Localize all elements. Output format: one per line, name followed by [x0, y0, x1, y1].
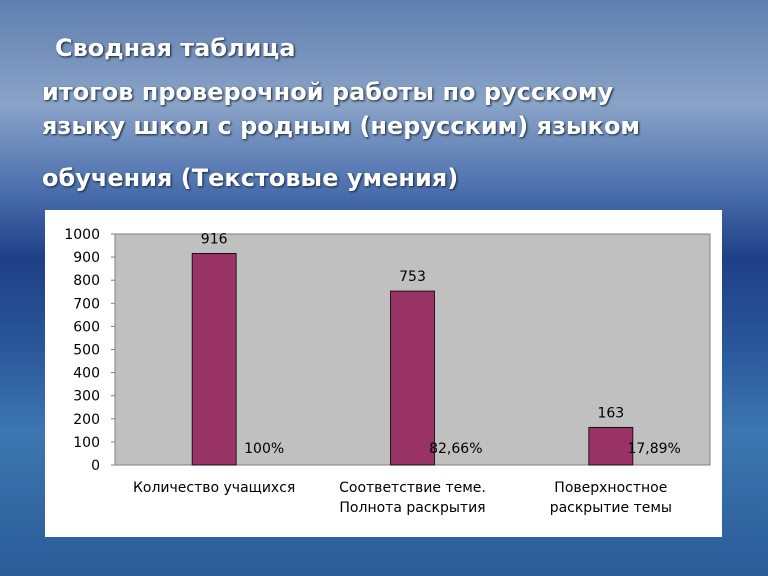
- y-tick-label: 1000: [64, 227, 100, 243]
- x-tick-label-box: Соответствие теме. Полнота раскрытия: [339, 480, 486, 516]
- annotation: 82,66%: [429, 441, 482, 457]
- data-label: 753: [399, 269, 426, 285]
- annotation: 17,89%: [627, 441, 680, 457]
- slide-subtitle: итогов проверочной работы по русскому: [42, 78, 614, 106]
- y-tick-label: 100: [73, 435, 100, 451]
- y-tick-label: 800: [73, 273, 100, 289]
- x-tick-label: Соответствие теме. Полнота раскрытия: [339, 480, 486, 516]
- slide-subtitle: обучения (Текстовые умения): [42, 164, 459, 192]
- slide-subtitle: языку школ с родным (нерусским) языком: [42, 112, 641, 140]
- slide-title: Сводная таблица: [55, 34, 296, 62]
- data-label: 163: [597, 405, 624, 421]
- y-tick-label: 500: [73, 343, 100, 359]
- y-tick-label: 900: [73, 250, 100, 266]
- annotation: 100%: [244, 441, 284, 457]
- x-tick-label-box: Количество учащихся: [132, 480, 296, 496]
- y-tick-label: 0: [91, 458, 100, 474]
- data-label: 916: [201, 231, 228, 247]
- y-tick-label: 600: [73, 319, 100, 335]
- bar: [588, 426, 634, 466]
- y-tick-label: 200: [73, 412, 100, 428]
- y-tick-label: 400: [73, 366, 100, 382]
- x-tick-label: Количество учащихся: [132, 480, 296, 496]
- bar: [390, 290, 435, 466]
- y-tick-label: 300: [73, 389, 100, 405]
- y-tick-label: 700: [73, 296, 100, 312]
- x-tick-label-box: Поверхностное раскрытие темы: [549, 480, 672, 516]
- bar: [191, 253, 237, 466]
- x-tick-label: Поверхностное раскрытие темы: [549, 480, 672, 516]
